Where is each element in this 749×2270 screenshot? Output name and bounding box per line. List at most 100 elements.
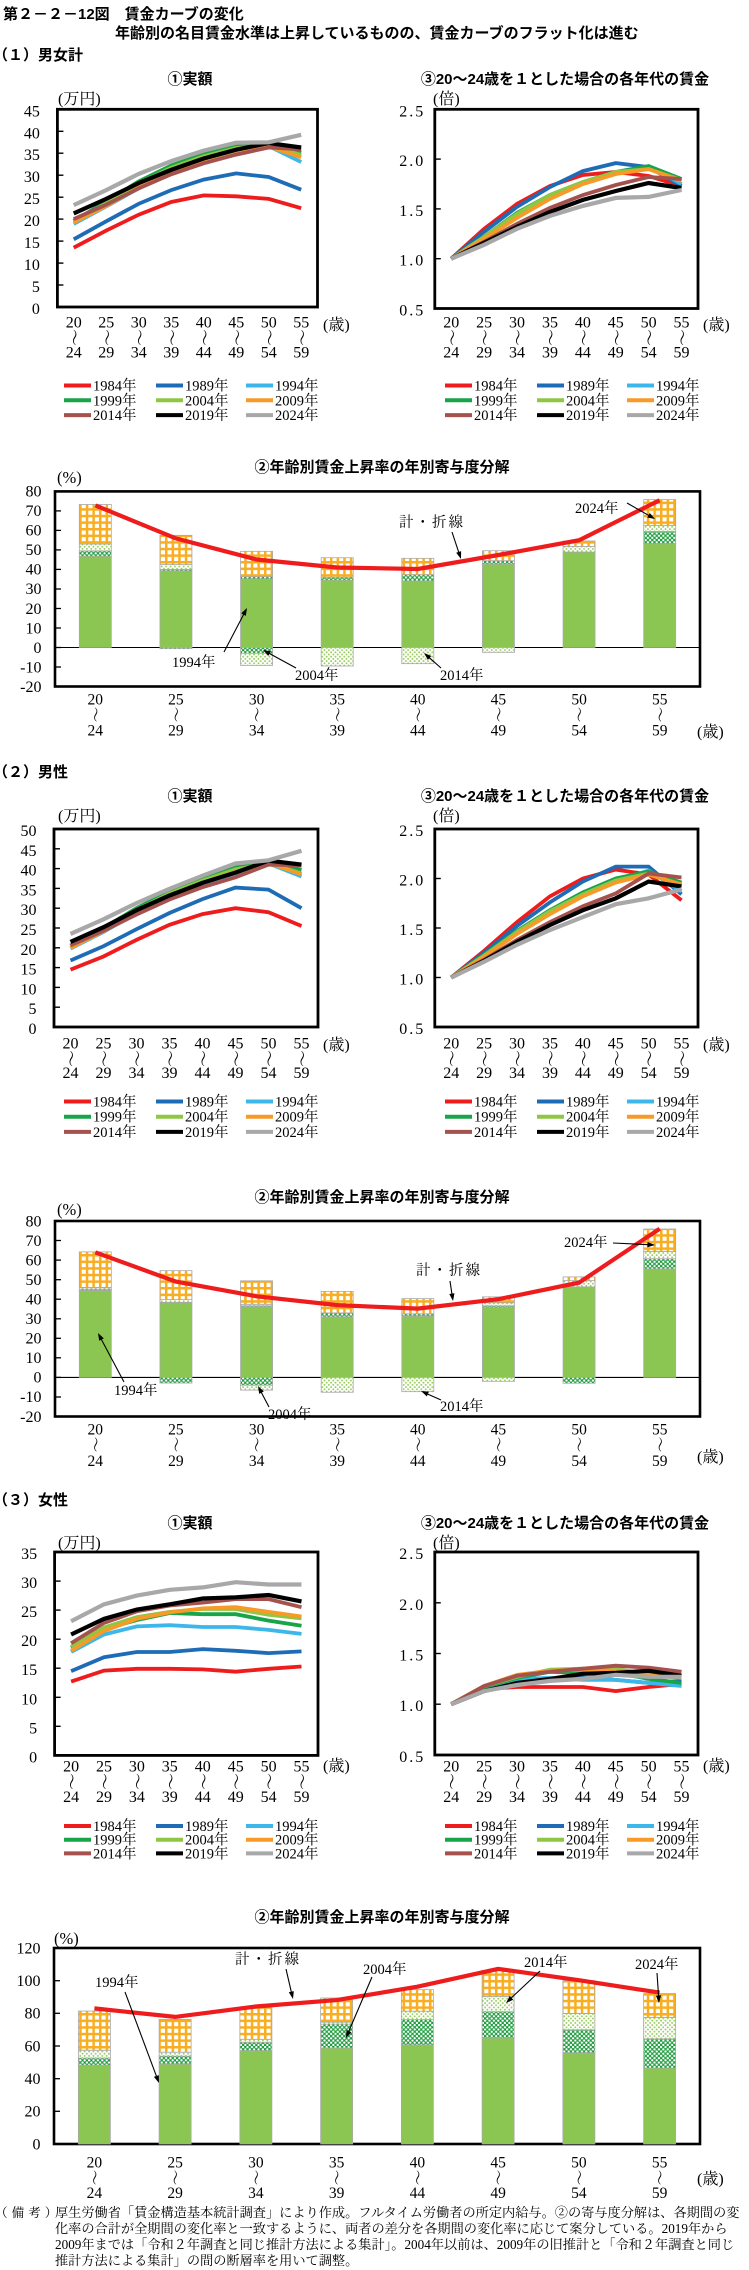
svg-text:24: 24 <box>87 2185 103 2202</box>
svg-text:(万円): (万円) <box>58 90 101 108</box>
svg-text:(%): (%) <box>54 1929 79 1948</box>
svg-text:80: 80 <box>26 1213 42 1230</box>
svg-text:2014年: 2014年 <box>474 406 518 424</box>
svg-text:50: 50 <box>261 1036 277 1053</box>
svg-text:54: 54 <box>641 1789 657 1806</box>
svg-text:44: 44 <box>575 345 591 362</box>
svg-text:55: 55 <box>294 1759 310 1776</box>
svg-text:2014年: 2014年 <box>440 666 484 684</box>
svg-text:59: 59 <box>652 1453 668 1470</box>
svg-text:～: ～ <box>573 329 592 346</box>
svg-text:80: 80 <box>26 484 42 501</box>
svg-text:35: 35 <box>329 1422 345 1439</box>
svg-text:35: 35 <box>329 692 345 709</box>
svg-text:54: 54 <box>571 723 587 740</box>
svg-text:～: ～ <box>86 1437 103 1453</box>
svg-text:50: 50 <box>571 692 587 709</box>
svg-text:～: ～ <box>64 329 83 346</box>
svg-text:40: 40 <box>410 2155 426 2172</box>
svg-text:～: ～ <box>193 1773 212 1790</box>
svg-text:①実額: ①実額 <box>167 70 212 88</box>
svg-text:(倍): (倍) <box>433 1534 460 1552</box>
svg-text:①実額: ①実額 <box>167 1514 212 1532</box>
svg-text:③20～24歳を１とした場合の各年代の賃金: ③20～24歳を１とした場合の各年代の賃金 <box>421 70 709 88</box>
svg-text:59: 59 <box>674 1789 690 1806</box>
svg-text:1999年: 1999年 <box>93 1108 137 1126</box>
svg-text:40: 40 <box>410 692 426 709</box>
svg-text:40: 40 <box>575 1759 591 1776</box>
svg-text:1.0: 1.0 <box>399 1698 425 1715</box>
svg-text:30: 30 <box>248 2155 264 2172</box>
svg-text:59: 59 <box>652 723 668 740</box>
svg-text:-20: -20 <box>20 1409 41 1426</box>
svg-text:1999年: 1999年 <box>93 391 137 409</box>
svg-text:～: ～ <box>408 2170 425 2186</box>
svg-text:(歳): (歳) <box>703 316 730 334</box>
svg-text:0.5: 0.5 <box>399 1021 425 1038</box>
svg-text:2009年: 2009年 <box>275 1108 319 1126</box>
svg-text:1999年: 1999年 <box>93 1831 137 1849</box>
svg-text:24: 24 <box>443 345 459 362</box>
svg-text:34: 34 <box>248 2185 264 2202</box>
svg-text:～: ～ <box>96 329 115 346</box>
svg-text:5: 5 <box>29 1720 37 1737</box>
svg-text:25: 25 <box>98 315 114 332</box>
svg-text:～: ～ <box>441 1773 460 1790</box>
svg-text:25: 25 <box>167 2155 183 2172</box>
svg-text:計・折線: 計・折線 <box>399 514 465 531</box>
svg-text:49: 49 <box>491 1453 507 1470</box>
svg-text:1984年: 1984年 <box>474 1093 518 1111</box>
svg-text:44: 44 <box>195 1789 211 1806</box>
svg-text:(%): (%) <box>57 1200 82 1219</box>
svg-text:20: 20 <box>25 2104 41 2121</box>
svg-text:20: 20 <box>21 1633 37 1650</box>
svg-text:49: 49 <box>490 2185 506 2202</box>
svg-text:50: 50 <box>261 315 277 332</box>
svg-text:34: 34 <box>129 1789 145 1806</box>
svg-text:推計方法による集計」の間の断層率を用いて調整。: 推計方法による集計」の間の断層率を用いて調整。 <box>55 2252 358 2268</box>
svg-text:(歳): (歳) <box>697 1448 724 1466</box>
svg-text:39: 39 <box>542 1065 558 1082</box>
svg-text:～: ～ <box>650 2170 667 2186</box>
svg-text:40: 40 <box>195 1036 211 1053</box>
svg-text:29: 29 <box>168 723 184 740</box>
svg-text:～: ～ <box>570 1437 587 1453</box>
svg-text:10: 10 <box>21 981 37 998</box>
svg-text:～: ～ <box>85 2170 102 2186</box>
svg-text:30: 30 <box>26 1311 42 1328</box>
svg-text:1989年: 1989年 <box>566 377 610 395</box>
svg-text:～: ～ <box>247 1437 264 1453</box>
svg-text:1999年: 1999年 <box>474 1108 518 1126</box>
svg-text:2004年: 2004年 <box>363 1960 407 1978</box>
svg-text:45: 45 <box>21 843 37 860</box>
svg-text:2004年: 2004年 <box>185 1831 229 1849</box>
svg-text:1994年: 1994年 <box>656 377 700 395</box>
svg-text:～: ～ <box>259 329 278 346</box>
svg-text:55: 55 <box>674 315 690 332</box>
svg-text:～: ～ <box>606 1773 625 1790</box>
svg-text:～: ～ <box>573 1773 592 1790</box>
svg-text:～: ～ <box>441 329 460 346</box>
svg-text:45: 45 <box>608 315 624 332</box>
svg-text:30: 30 <box>129 1036 145 1053</box>
svg-text:49: 49 <box>228 1065 244 1082</box>
svg-text:20: 20 <box>443 1759 459 1776</box>
svg-text:25: 25 <box>21 922 37 939</box>
svg-text:2004年: 2004年 <box>185 391 229 409</box>
svg-text:30: 30 <box>21 1575 37 1592</box>
svg-text:49: 49 <box>228 1789 244 1806</box>
svg-text:50: 50 <box>641 1036 657 1053</box>
svg-text:39: 39 <box>329 1453 345 1470</box>
svg-text:20: 20 <box>21 942 37 959</box>
svg-text:25: 25 <box>24 191 40 208</box>
svg-text:（２）男性: （２）男性 <box>0 764 68 781</box>
svg-text:～: ～ <box>328 707 345 723</box>
svg-text:(倍): (倍) <box>433 807 460 825</box>
svg-text:～: ～ <box>166 1437 183 1453</box>
svg-text:(歳): (歳) <box>697 2170 724 2188</box>
svg-text:2.0: 2.0 <box>399 153 425 170</box>
svg-text:1989年: 1989年 <box>185 1817 229 1835</box>
svg-text:45: 45 <box>608 1759 624 1776</box>
svg-text:20: 20 <box>24 213 40 230</box>
svg-text:34: 34 <box>249 723 265 740</box>
